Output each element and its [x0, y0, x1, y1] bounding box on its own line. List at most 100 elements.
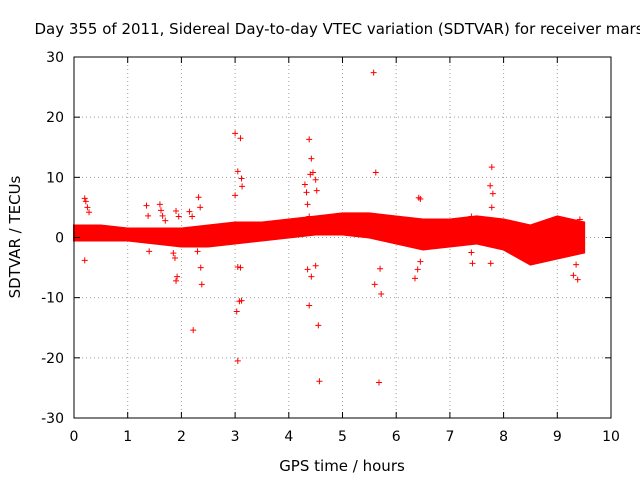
data-point: [194, 248, 201, 255]
data-point: [372, 169, 379, 176]
data-point: [186, 208, 193, 215]
y-tick-label: -30: [41, 411, 64, 427]
data-point: [143, 202, 150, 209]
data-band: [73, 212, 586, 266]
data-point: [237, 135, 244, 142]
y-tick-label: 0: [55, 231, 64, 247]
data-point: [417, 195, 424, 202]
data-point: [371, 281, 378, 288]
y-tick-label: 30: [46, 50, 64, 66]
data-point: [232, 192, 239, 199]
data-point: [570, 272, 577, 279]
data-point: [238, 175, 245, 182]
data-point: [469, 260, 476, 267]
data-point: [190, 327, 197, 334]
data-point: [173, 208, 180, 215]
data-point: [488, 164, 495, 171]
data-point: [234, 168, 241, 175]
y-axis-label: SDTVAR / TECUs: [6, 175, 24, 298]
data-point: [468, 249, 475, 256]
data-point: [86, 209, 93, 216]
x-axis-label: GPS time / hours: [279, 457, 405, 475]
data-point: [239, 183, 246, 190]
data-point: [159, 212, 166, 219]
data-point: [238, 297, 245, 304]
data-point: [304, 201, 311, 208]
x-tick-label: 4: [284, 429, 293, 445]
y-axis-tick-labels: -30 -20 -10 0 10 20 30: [41, 50, 64, 427]
data-point: [370, 69, 377, 76]
data-point: [304, 266, 311, 273]
x-tick-label: 3: [231, 429, 240, 445]
data-point: [315, 322, 322, 329]
data-point: [488, 204, 495, 211]
data-point: [84, 204, 91, 211]
data-point: [174, 273, 181, 280]
data-point: [234, 357, 241, 364]
y-tick-label: -20: [41, 351, 64, 367]
data-point: [145, 212, 152, 219]
data-point: [81, 257, 88, 264]
data-point: [487, 182, 494, 189]
data-point: [312, 262, 319, 269]
x-tick-label: 2: [177, 429, 186, 445]
axis-ticks: [73, 56, 612, 419]
y-tick-label: 20: [46, 110, 64, 126]
data-point: [81, 195, 88, 202]
data-point: [487, 260, 494, 267]
data-point: [197, 264, 204, 271]
data-point: [306, 136, 313, 143]
band-area: [73, 212, 586, 266]
data-point: [411, 275, 418, 282]
x-axis-tick-labels: 0 1 2 3 4 5 6 7 8 9 10: [70, 429, 620, 445]
data-point: [308, 273, 315, 280]
data-point: [574, 276, 581, 283]
data-point: [489, 190, 496, 197]
data-points: [81, 69, 583, 386]
x-tick-label: 10: [602, 429, 620, 445]
data-point: [414, 266, 421, 273]
y-tick-label: -10: [41, 291, 64, 307]
data-point: [162, 217, 169, 224]
x-tick-label: 8: [499, 429, 508, 445]
data-point: [308, 155, 315, 162]
data-point: [417, 258, 424, 265]
data-point: [146, 248, 153, 255]
data-point: [170, 250, 177, 257]
data-point: [312, 176, 319, 183]
data-point: [316, 378, 323, 385]
data-point: [82, 198, 89, 205]
data-point: [234, 263, 241, 270]
data-point: [198, 281, 205, 288]
chart-title: Day 355 of 2011, Sidereal Day-to-day VTE…: [34, 20, 640, 38]
x-tick-label: 5: [338, 429, 347, 445]
data-point: [197, 204, 204, 211]
data-point: [576, 216, 583, 223]
y-tick-label: 10: [46, 170, 64, 186]
data-point: [309, 169, 316, 176]
x-tick-label: 6: [392, 429, 401, 445]
data-point: [303, 189, 310, 196]
data-point: [232, 130, 239, 137]
data-point: [306, 213, 313, 220]
data-point: [173, 277, 180, 284]
data-point: [171, 254, 178, 261]
data-point: [313, 187, 320, 194]
data-point: [301, 181, 308, 188]
data-point: [175, 213, 182, 220]
data-point: [195, 194, 202, 201]
data-point: [237, 264, 244, 271]
data-point: [157, 207, 164, 214]
data-point: [377, 265, 384, 272]
x-tick-label: 7: [445, 429, 454, 445]
data-point: [306, 302, 313, 309]
data-point: [189, 213, 196, 220]
data-point: [156, 201, 163, 208]
data-point: [233, 308, 240, 315]
data-point: [376, 379, 383, 386]
x-tick-label: 1: [123, 429, 132, 445]
data-point: [573, 261, 580, 268]
x-tick-label: 0: [70, 429, 79, 445]
data-point: [468, 213, 475, 220]
